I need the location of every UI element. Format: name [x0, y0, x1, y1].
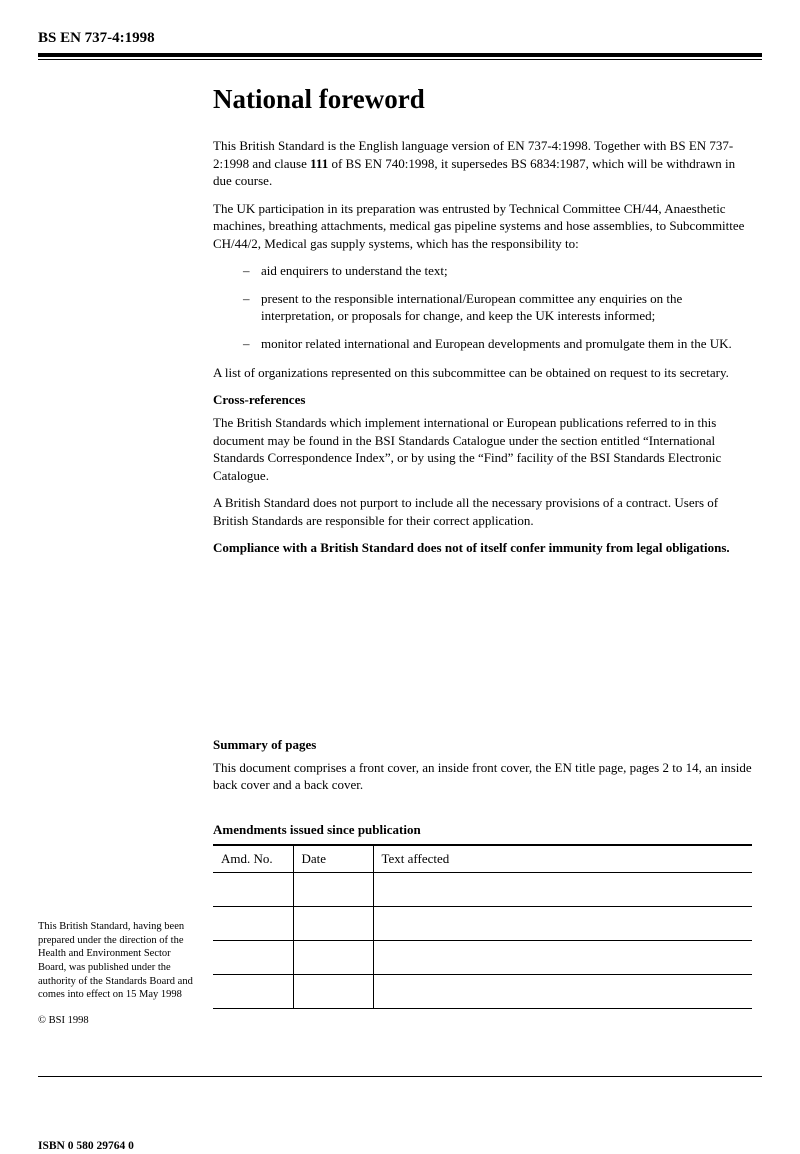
cross-references-heading: Cross-references	[213, 392, 752, 408]
summary-text: This document comprises a front cover, a…	[213, 759, 752, 794]
summary-heading: Summary of pages	[213, 737, 752, 753]
paragraph-organizations: A list of organizations represented on t…	[213, 364, 752, 382]
contract-paragraph: A British Standard does not purport to i…	[213, 494, 752, 529]
col-header-date: Date	[293, 845, 373, 873]
list-item: – monitor related international and Euro…	[243, 335, 752, 353]
table-row	[213, 940, 752, 974]
intro-paragraph-1: This British Standard is the English lan…	[213, 137, 752, 190]
sidebar-preparation-note: This British Standard, having been prepa…	[38, 920, 198, 1002]
dash-icon: –	[243, 290, 261, 325]
sidebar-isbn: ISBN 0 580 29764 0	[38, 1139, 198, 1154]
p1-bold: 111	[310, 156, 328, 171]
left-margin-column: This British Standard, having been prepa…	[38, 84, 213, 1009]
document-code: BS EN 737-4:1998	[38, 30, 762, 47]
col-header-amd: Amd. No.	[213, 845, 293, 873]
list-item-text: monitor related international and Europe…	[261, 335, 732, 353]
table-row	[213, 872, 752, 906]
list-item-text: aid enquirers to understand the text;	[261, 262, 448, 280]
table-row	[213, 974, 752, 1008]
list-item: – aid enquirers to understand the text;	[243, 262, 752, 280]
lower-block: Summary of pages This document comprises…	[213, 737, 752, 1009]
content-wrapper: This British Standard, having been prepa…	[38, 84, 762, 1009]
sidebar-copyright: © BSI 1998	[38, 1014, 198, 1028]
list-item-text: present to the responsible international…	[261, 290, 752, 325]
intro-paragraph-2: The UK participation in its preparation …	[213, 200, 752, 253]
page-title: National foreword	[213, 84, 752, 115]
responsibilities-list: – aid enquirers to understand the text; …	[243, 262, 752, 352]
table-row	[213, 906, 752, 940]
footer-rule	[38, 1076, 762, 1077]
header-rule-thin	[38, 59, 762, 60]
table-header-row: Amd. No. Date Text affected	[213, 845, 752, 873]
dash-icon: –	[243, 335, 261, 353]
header-rule-thick	[38, 53, 762, 57]
cross-references-text: The British Standards which implement in…	[213, 414, 752, 484]
main-column: National foreword This British Standard …	[213, 84, 762, 1009]
amendments-table: Amd. No. Date Text affected	[213, 844, 752, 1009]
list-item: – present to the responsible internation…	[243, 290, 752, 325]
dash-icon: –	[243, 262, 261, 280]
compliance-statement: Compliance with a British Standard does …	[213, 539, 752, 557]
col-header-text: Text affected	[373, 845, 752, 873]
amendments-heading: Amendments issued since publication	[213, 822, 752, 838]
